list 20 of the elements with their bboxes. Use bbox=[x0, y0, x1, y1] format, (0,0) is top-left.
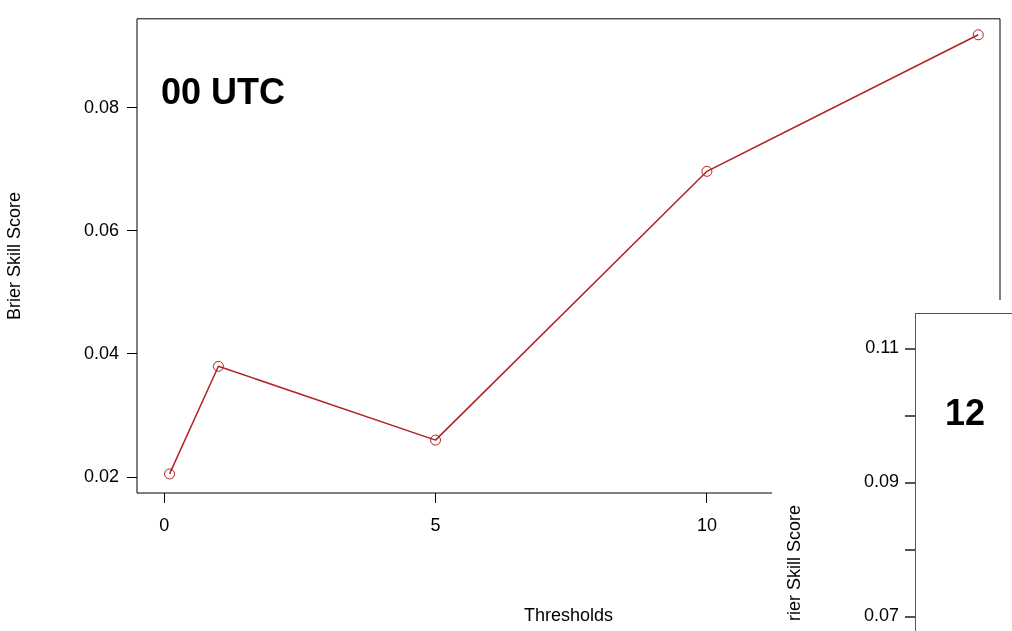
text: 0.07 bbox=[863, 605, 899, 626]
x-axis-title: Thresholds bbox=[523, 605, 614, 626]
x-tick-label: 10 bbox=[696, 514, 717, 535]
y-tick-label: 0.04 bbox=[83, 342, 119, 363]
point bbox=[972, 29, 984, 41]
y-axis-title: Brier Skill Score bbox=[3, 191, 24, 320]
y-tick-label: 0.02 bbox=[83, 465, 119, 486]
y-tick-label: 0.08 bbox=[83, 96, 119, 117]
x-tick-label: 5 bbox=[430, 514, 441, 535]
annotation: 0.09 bbox=[863, 471, 899, 492]
annotation: 0.11 bbox=[865, 337, 899, 358]
x-tick-label: 0 bbox=[159, 514, 170, 535]
point bbox=[164, 468, 176, 480]
annotation: 00 UTC bbox=[161, 70, 286, 112]
point bbox=[701, 165, 713, 177]
point bbox=[430, 434, 442, 446]
point bbox=[212, 360, 224, 372]
text: rier Skill Score bbox=[784, 504, 805, 621]
annotation: 12 bbox=[945, 392, 986, 434]
y-tick-label: 0.06 bbox=[83, 219, 119, 240]
